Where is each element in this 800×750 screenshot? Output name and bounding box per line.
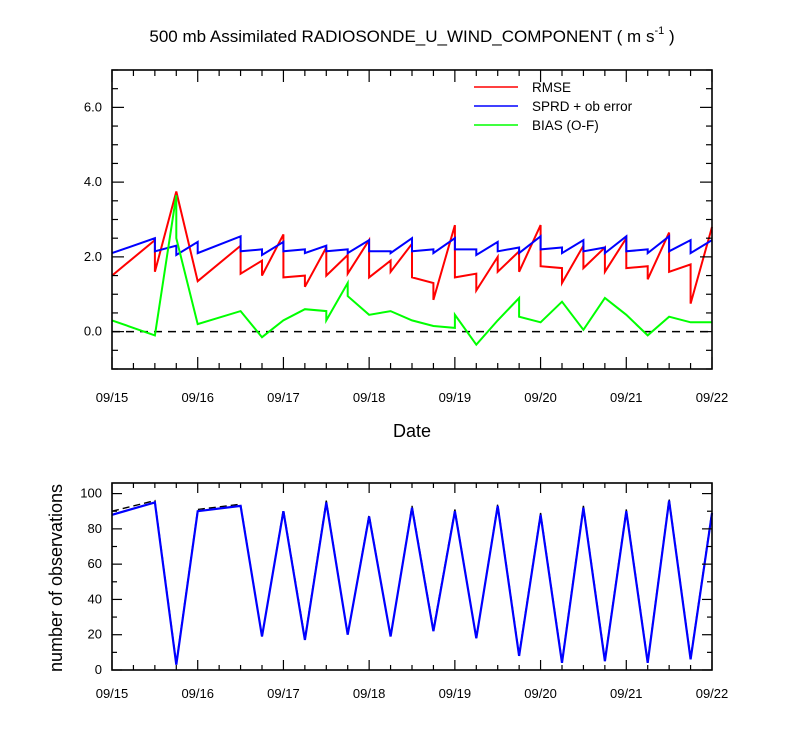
legend: RMSE SPRD + ob error BIAS (O-F) — [474, 80, 633, 133]
series-line-observations-used — [111, 500, 714, 665]
top-axes: 09/15 09/16 09/17 09/18 09/19 09/20 09/21 09/22… — [84, 69, 729, 405]
bottom-y-tick-label: 40 — [88, 591, 102, 606]
top-x-tick-label: 09/17 — [267, 390, 300, 405]
top-plot-frame — [111, 69, 713, 370]
y-axis-title-observations: number of observations — [46, 484, 66, 672]
bottom-x-tick-label: 09/18 — [353, 686, 386, 701]
legend-label-bias: BIAS (O-F) — [532, 118, 599, 133]
x-axis-title: Date — [393, 421, 431, 441]
bottom-x-tick-label: 09/20 — [524, 686, 557, 701]
top-x-tick-label: 09/20 — [524, 390, 557, 405]
top-x-tick-label: 09/21 — [610, 390, 643, 405]
series-line-observations-dashed — [111, 498, 713, 663]
bottom-y-tick-label: 60 — [88, 556, 102, 571]
top-y-tick-label: 0.0 — [84, 324, 102, 339]
top-series-group — [111, 191, 713, 347]
bottom-plot-frame — [111, 482, 713, 671]
series-line-bias-o-f — [111, 195, 712, 347]
top-x-tick-label: 09/15 — [96, 390, 129, 405]
top-chart: 500 mb Assimilated RADIOSONDE_U_WIND_COM… — [84, 25, 728, 441]
top-x-tick-label: 09/19 — [439, 390, 472, 405]
chart-title-main: 500 mb Assimilated RADIOSONDE_U_WIND_COM… — [149, 27, 654, 46]
bottom-x-tick-label: 09/22 — [696, 686, 729, 701]
top-y-tick-label: 6.0 — [84, 99, 102, 114]
chart-title: 500 mb Assimilated RADIOSONDE_U_WIND_COM… — [149, 25, 674, 46]
series-line-rmse — [111, 191, 713, 304]
bottom-y-tick-label: 100 — [80, 486, 102, 501]
bottom-x-tick-label: 09/19 — [439, 686, 472, 701]
bottom-y-tick-label: 0 — [95, 662, 102, 677]
legend-label-sprd: SPRD + ob error — [532, 99, 633, 114]
top-x-tick-label: 09/18 — [353, 390, 386, 405]
chart-title-end: ) — [664, 27, 674, 46]
bottom-axes: 09/15 09/16 09/17 09/18 09/19 09/20 09/21 09/22… — [80, 483, 728, 701]
top-y-tick-label: 2.0 — [84, 249, 102, 264]
bottom-x-tick-label: 09/17 — [267, 686, 300, 701]
bottom-x-tick-label: 09/15 — [96, 686, 129, 701]
bottom-x-tick-label: 09/21 — [610, 686, 643, 701]
bottom-y-tick-label: 80 — [88, 521, 102, 536]
top-y-tick-label: 4.0 — [84, 174, 102, 189]
bottom-series-group — [111, 498, 714, 665]
bottom-x-tick-label: 09/16 — [181, 686, 214, 701]
bottom-y-tick-label: 20 — [88, 627, 102, 642]
top-x-tick-label: 09/16 — [181, 390, 214, 405]
series-line-sprd-ob-error — [111, 234, 713, 257]
legend-label-rmse: RMSE — [532, 80, 571, 95]
bottom-chart: 09/15 09/16 09/17 09/18 09/19 09/20 09/21 09/22… — [46, 482, 728, 701]
top-x-tick-label: 09/22 — [696, 390, 729, 405]
chart-title-superscript: -1 — [654, 25, 664, 37]
